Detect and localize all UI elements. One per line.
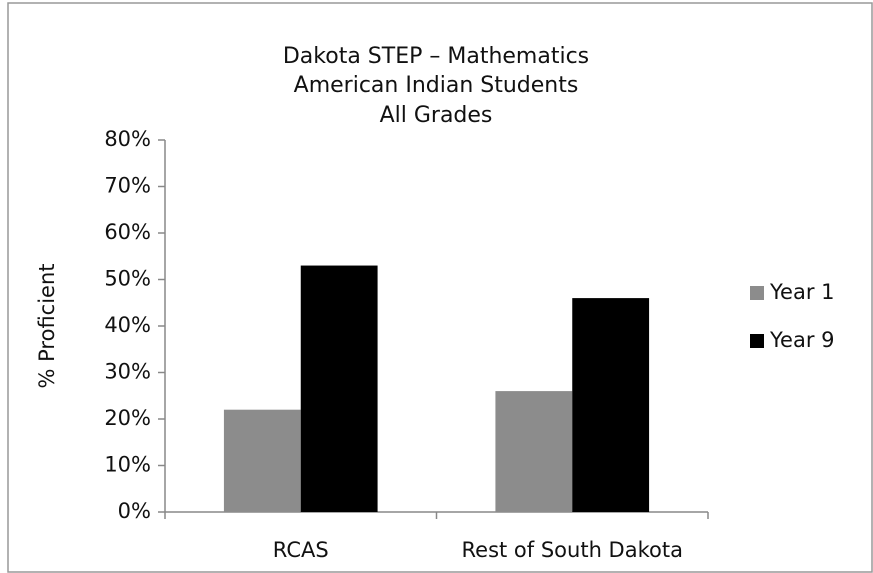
legend-label: Year 1 — [769, 280, 835, 304]
bar — [223, 409, 301, 512]
y-tick-label: 0% — [118, 499, 151, 523]
y-tick-label: 10% — [104, 453, 151, 477]
x-tick-label: RCAS — [273, 538, 329, 562]
y-tick-label: 20% — [104, 406, 151, 430]
y-axis-label: % Proficient — [35, 263, 59, 388]
legend-swatch — [750, 286, 764, 300]
y-tick-label: 80% — [104, 127, 151, 151]
y-tick-label: 60% — [104, 220, 151, 244]
legend-label: Year 9 — [769, 328, 835, 352]
bar — [300, 265, 378, 512]
y-tick-label: 40% — [104, 313, 151, 337]
chart-border — [7, 2, 873, 573]
x-tick-label: Rest of South Dakota — [462, 538, 683, 562]
y-tick-label: 70% — [104, 174, 151, 198]
chart-title: All Grades — [380, 103, 493, 128]
bar — [572, 298, 650, 512]
y-tick-label: 30% — [104, 360, 151, 384]
legend-swatch — [750, 334, 764, 348]
chart-title: American Indian Students — [294, 73, 579, 98]
bar — [495, 391, 573, 512]
y-tick-label: 50% — [104, 267, 151, 291]
chart-title: Dakota STEP – Mathematics — [283, 44, 589, 69]
